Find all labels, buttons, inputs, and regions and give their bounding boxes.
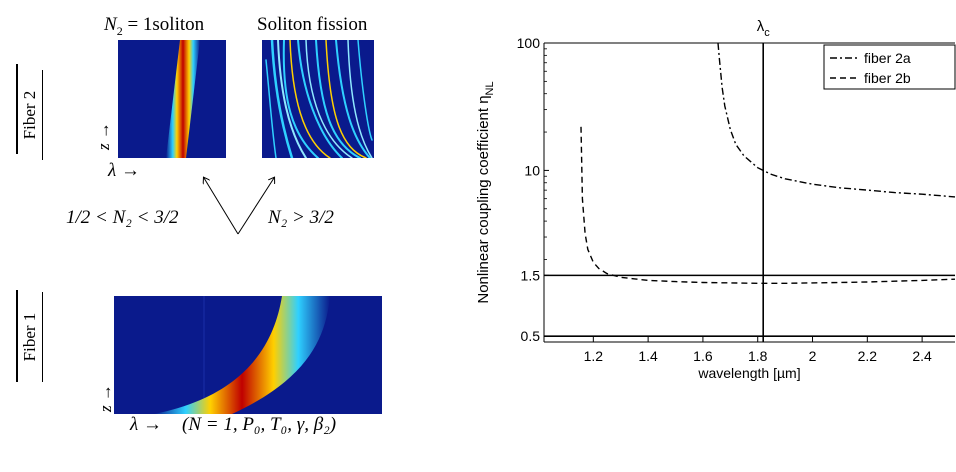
heatmap-single-soliton [118,40,226,158]
lambda-arrow-top: λ → [108,160,140,181]
legend-box [823,44,956,90]
caption-single-soliton: N2 = 1soliton [104,14,205,38]
legend-label: fiber 2a [864,50,911,66]
condition-right: N₂ > 3/2 [268,207,334,228]
y-tick-label: 10 [524,162,540,178]
caption-soliton-fission: Soliton fission [257,14,368,35]
x-tick-label: 1.2 [584,348,604,364]
x-tick-label: 2 [809,348,817,364]
coupling-chart: 1.2 1.4 1.6 1.8 2 2.2 2.4 0.5 1.5 10 100 fiber 2a fi… [475,18,956,381]
x-tick-label: 2.2 [858,348,878,364]
branch-arrows [190,170,290,235]
x-tick-label: 1.4 [638,348,658,364]
fiber1-label-bar [16,290,18,382]
chart-panel: 1.2 1.4 1.6 1.8 2 2.2 2.4 0.5 1.5 10 100 fiber 2a fi… [460,0,956,442]
x-tick-label: 1.8 [748,348,768,364]
y-tick-label: 1.5 [521,267,541,283]
fiber1-label: Fiber 1 [18,292,43,382]
x-axis-label: wavelength [µm] [697,365,800,381]
left-schematic: Fiber 2 Fiber 1 N2 = 1soliton Soliton fi… [0,0,440,442]
params-label: (N = 1, P₀, T₀, γ, β₂) [182,414,337,435]
fiber2-label-bar [16,64,18,154]
heatmap-soliton-fission [262,40,374,158]
x-tick-label: 1.6 [693,348,713,364]
y-tick-label: 0.5 [521,328,541,344]
condition-left: 1/2 < N₂ < 3/2 [66,207,179,228]
y-tick-label: 100 [517,35,541,51]
z-arrow-bottom: z → [96,384,115,412]
lambda-arrow-bottom: λ → [130,414,162,435]
heatmap-fiber1 [114,296,382,414]
y-axis-label: Nonlinear coupling coefficient ηNL [475,81,496,303]
x-tick-label: 2.4 [912,348,932,364]
legend-label: fiber 2b [864,70,911,86]
series-line-fiber-2b [580,126,956,284]
fiber2-label: Fiber 2 [18,70,43,160]
chart-title: λc [757,18,771,39]
